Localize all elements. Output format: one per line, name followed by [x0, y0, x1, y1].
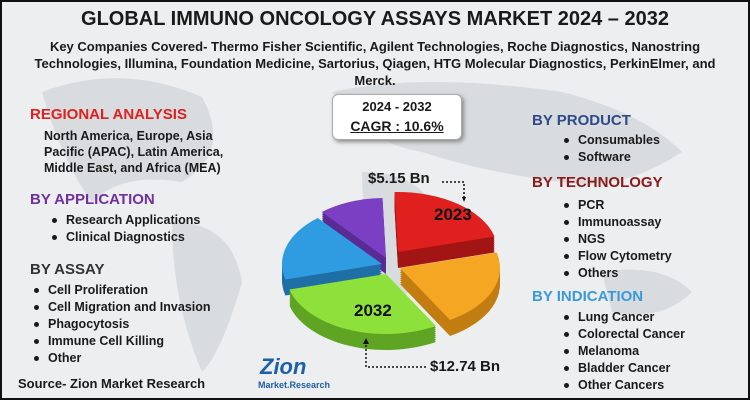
list: Lung Cancer Colorectal Cancer Melanoma Blad…	[562, 309, 685, 394]
list-item: Software	[562, 149, 660, 166]
section-heading: BY INDICATION	[532, 288, 644, 305]
list-item: Consumables	[562, 132, 660, 149]
list: Research Applications Clinical Diagnostic…	[50, 212, 200, 246]
list-item: Clinical Diagnostics	[50, 229, 200, 246]
pie-slice	[282, 218, 382, 280]
list-item: Other Cancers	[562, 377, 685, 394]
list-item: Flow Cytometry	[562, 248, 672, 265]
logo-name: Zion	[260, 354, 307, 379]
list-item: Melanoma	[562, 343, 685, 360]
pie-decoration	[282, 191, 501, 350]
pie-slice	[289, 274, 436, 334]
pie-slice	[394, 191, 495, 252]
list-item: Other	[32, 350, 211, 367]
pie-label: 2032	[354, 301, 392, 320]
pie-label: 2023	[434, 205, 472, 224]
value-label: $12.74 Bn	[430, 358, 501, 375]
list-item: Bladder Cancer	[562, 360, 685, 377]
cagr-box: 2024 - 2032 CAGR : 10.6%	[332, 94, 462, 140]
value-label: $5.15 Bn	[368, 170, 430, 187]
title: GLOBAL IMMUNO ONCOLOGY ASSAYS MARKET 202…	[81, 8, 669, 30]
list-item: Phagocytosis	[32, 316, 211, 333]
source: Source- Zion Market Research	[18, 376, 206, 391]
list-item: Others	[562, 265, 672, 282]
list: Cell Proliferation Cell Migration and Inv…	[32, 282, 211, 367]
section-heading: REGIONAL ANALYSIS	[30, 106, 187, 123]
region-text: North America, Europe, Asia Pacific (APA…	[44, 129, 224, 175]
period: 2024 - 2032	[362, 99, 432, 114]
arrow	[365, 342, 426, 368]
pie-slice	[400, 252, 501, 320]
arrow-head	[462, 197, 466, 202]
arrow	[442, 181, 465, 197]
section-heading: BY TECHNOLOGY	[532, 174, 663, 191]
list-item: Research Applications	[50, 212, 200, 229]
subtitle: Key Companies Covered- Thermo Fisher Sci…	[34, 39, 716, 88]
section-heading: BY ASSAY	[30, 261, 105, 278]
list-item: Colorectal Cancer	[562, 326, 685, 343]
list: PCR Immunoassay NGS Flow Cytometry Others	[562, 197, 672, 282]
list: Consumables Software	[562, 132, 660, 166]
list-item: Cell Migration and Invasion	[32, 299, 211, 316]
cagr: CAGR : 10.6%	[350, 118, 444, 134]
logo-tagline: Market.Research	[258, 380, 331, 390]
arrow-head	[363, 338, 369, 344]
list-item: Immunoassay	[562, 214, 672, 231]
list-item: Cell Proliferation	[32, 282, 211, 299]
list-item: NGS	[562, 231, 672, 248]
list-item: Lung Cancer	[562, 309, 685, 326]
list-item: Immune Cell Killing	[32, 333, 211, 350]
list-item: PCR	[562, 197, 672, 214]
section-heading: BY APPLICATION	[30, 191, 155, 208]
section-heading: BY PRODUCT	[532, 112, 631, 129]
pie-slice	[321, 198, 386, 258]
